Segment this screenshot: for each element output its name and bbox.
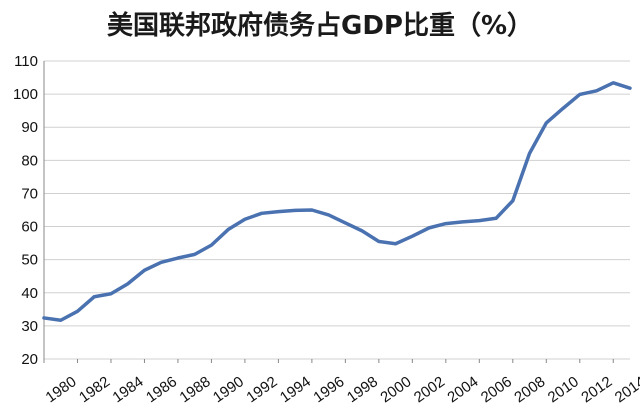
x-tick-label: 2000 bbox=[377, 373, 414, 406]
chart-title: 美国联邦政府债务占GDP比重（%） bbox=[107, 10, 533, 41]
x-tick-label: 2010 bbox=[545, 373, 582, 406]
y-tick-label: 30 bbox=[21, 318, 38, 335]
x-tick-label: 1996 bbox=[310, 373, 347, 406]
x-tick-label: 2004 bbox=[444, 373, 481, 406]
x-tick-label: 2002 bbox=[411, 373, 448, 406]
y-tick-label: 20 bbox=[21, 351, 38, 368]
x-tick-label: 2006 bbox=[478, 373, 515, 406]
x-tick-label: 1990 bbox=[210, 373, 247, 406]
x-tick-label: 1986 bbox=[143, 373, 180, 406]
grid bbox=[44, 60, 630, 360]
x-tick-label: 1992 bbox=[243, 373, 280, 406]
x-tick-label: 1988 bbox=[176, 373, 213, 406]
y-tick-label: 110 bbox=[14, 53, 38, 70]
x-tick-label: 1998 bbox=[344, 373, 381, 406]
x-tick-label: 1980 bbox=[43, 373, 80, 406]
series-group bbox=[42, 81, 632, 323]
y-tick-label: 50 bbox=[21, 252, 38, 269]
x-tick-label: 2014 bbox=[612, 373, 640, 406]
x-tick-label: 1994 bbox=[277, 373, 314, 406]
x-tick-label: 2008 bbox=[511, 373, 548, 406]
y-tick-label: 100 bbox=[13, 86, 38, 103]
y-tick-label: 70 bbox=[21, 185, 38, 202]
y-tick-label: 60 bbox=[21, 219, 38, 236]
series-line bbox=[42, 81, 632, 323]
y-tick-label: 40 bbox=[21, 285, 38, 302]
y-tick-label: 90 bbox=[21, 119, 38, 136]
x-tick-label: 1984 bbox=[110, 373, 147, 406]
x-axis: 1980198219841986198819901992199419961998… bbox=[43, 359, 640, 406]
x-tick-label: 2012 bbox=[578, 373, 615, 406]
y-axis: 20 30 40 50 60 70 80 90 100 110 bbox=[13, 53, 45, 368]
y-tick-label: 80 bbox=[21, 152, 38, 169]
x-tick-label: 1982 bbox=[76, 373, 113, 406]
